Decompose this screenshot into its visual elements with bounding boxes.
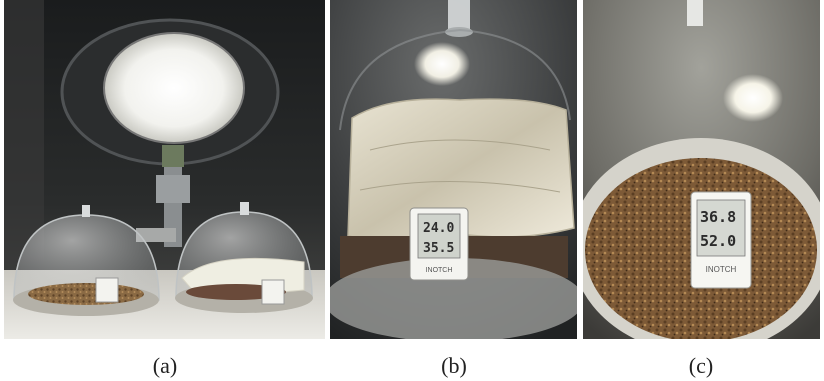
svg-text:INOTCH: INOTCH	[426, 267, 453, 274]
photo-dome-with-soil: 36.8 52.0 INOTCH	[583, 0, 820, 339]
caption-a: (a)	[152, 353, 178, 378]
photo-dome-with-cover: 24.0 35.5 INOTCH	[330, 0, 577, 339]
caption-c: (c)	[688, 353, 714, 378]
photo-lamp-setup	[4, 0, 325, 339]
photo-panel-a	[4, 0, 325, 339]
svg-text:24.0: 24.0	[423, 221, 454, 236]
thermometer-reading-1: 36.8	[700, 208, 736, 226]
photo-panel-b: 24.0 35.5 INOTCH	[330, 0, 577, 339]
svg-text:35.5: 35.5	[423, 241, 454, 256]
caption-b: (b)	[441, 353, 467, 378]
photo-panel-c: 36.8 52.0 INOTCH	[583, 0, 820, 339]
thermometer-brand: INOTCH	[706, 265, 737, 274]
thermometer-reading-2: 52.0	[700, 232, 736, 250]
